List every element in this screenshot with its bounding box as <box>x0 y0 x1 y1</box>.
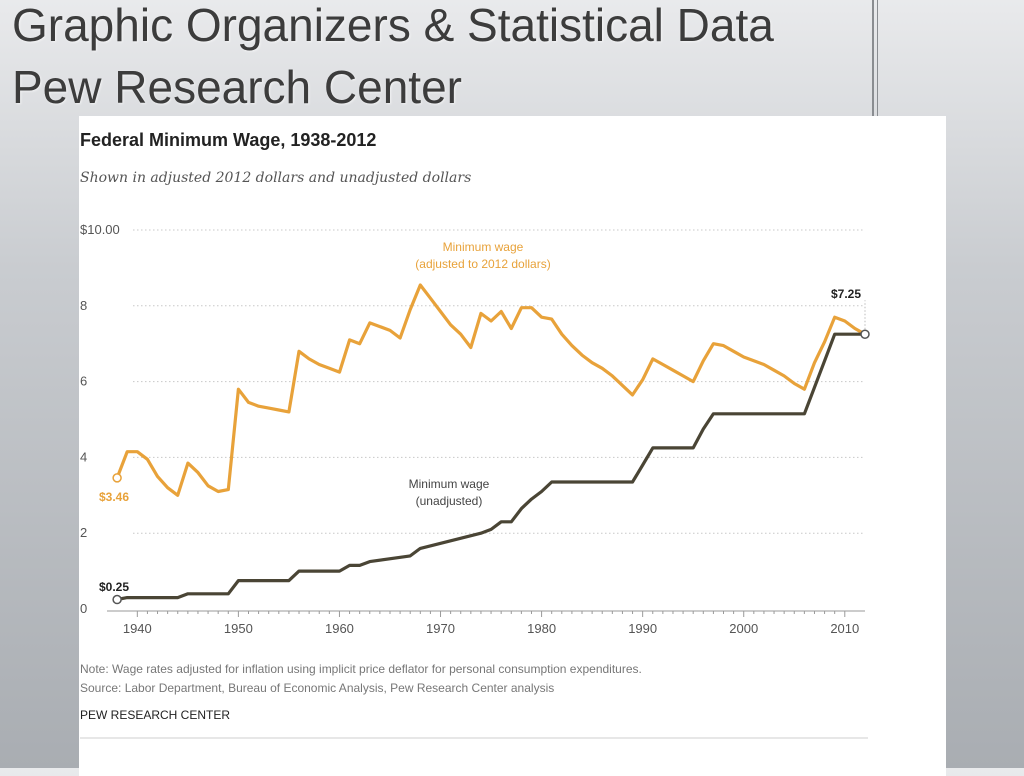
series-line-adjusted <box>115 283 867 497</box>
gridlines <box>133 229 865 534</box>
axes: 0 2 4 6 8 $10.00 1940 1950 1960 1970 1980 1990 2000 2… <box>80 222 865 636</box>
series-label-unadjusted: Minimum wage <box>409 477 490 491</box>
chart-note: Note: Wage rates adjusted for inflation … <box>80 662 642 676</box>
end-value: $7.25 <box>831 287 861 301</box>
chart-card: Federal Minimum Wage, 1938-2012 Shown in… <box>79 116 946 776</box>
slide-title-line-2: Pew Research Center <box>12 61 462 113</box>
chart-title: Federal Minimum Wage, 1938-2012 <box>80 130 376 150</box>
x-tick-label: 2000 <box>729 621 758 636</box>
decorative-rule <box>877 0 878 116</box>
chart-source: Source: Labor Department, Bureau of Econ… <box>80 681 554 695</box>
series-label-adjusted: Minimum wage <box>443 240 524 254</box>
x-tick-label: 1940 <box>123 621 152 636</box>
start-marker-unadjusted <box>112 594 122 605</box>
y-tick-label: 2 <box>80 525 87 540</box>
x-tick-label: 1970 <box>426 621 455 636</box>
y-tick-label: 8 <box>80 298 87 313</box>
start-value-unadjusted: $0.25 <box>99 580 129 594</box>
y-tick-label: 6 <box>80 374 87 389</box>
x-tick-label: 1950 <box>224 621 253 636</box>
start-marker-adjusted <box>112 473 122 483</box>
series-line-unadjusted <box>115 332 867 602</box>
decorative-rule <box>872 0 874 116</box>
end-marker <box>860 329 870 339</box>
series <box>115 283 867 602</box>
y-tick-label: 0 <box>80 601 87 616</box>
series-label-adjusted: (adjusted to 2012 dollars) <box>415 257 550 271</box>
x-tick-label: 1980 <box>527 621 556 636</box>
x-tick-label: 1990 <box>628 621 657 636</box>
slide-title-line-1: Graphic Organizers & Statistical Data <box>12 0 774 51</box>
x-tick-label: 1960 <box>325 621 354 636</box>
chart-subtitle: Shown in adjusted 2012 dollars and unadj… <box>80 170 471 186</box>
y-tick-label: 4 <box>80 449 87 464</box>
series-label-unadjusted: (unadjusted) <box>416 494 483 508</box>
annotations: $3.46 $0.25 $7.25 Minimum wage (adjusted to … <box>99 240 870 605</box>
start-value-adjusted: $3.46 <box>99 490 129 504</box>
slide-title: Graphic Organizers & Statistical Data Pe… <box>12 0 774 118</box>
line-chart: Federal Minimum Wage, 1938-2012 Shown in… <box>80 130 870 739</box>
y-tick-label: $10.00 <box>80 222 120 237</box>
credit-label: PEW RESEARCH CENTER <box>80 708 230 722</box>
x-tick-label: 2010 <box>830 621 859 636</box>
